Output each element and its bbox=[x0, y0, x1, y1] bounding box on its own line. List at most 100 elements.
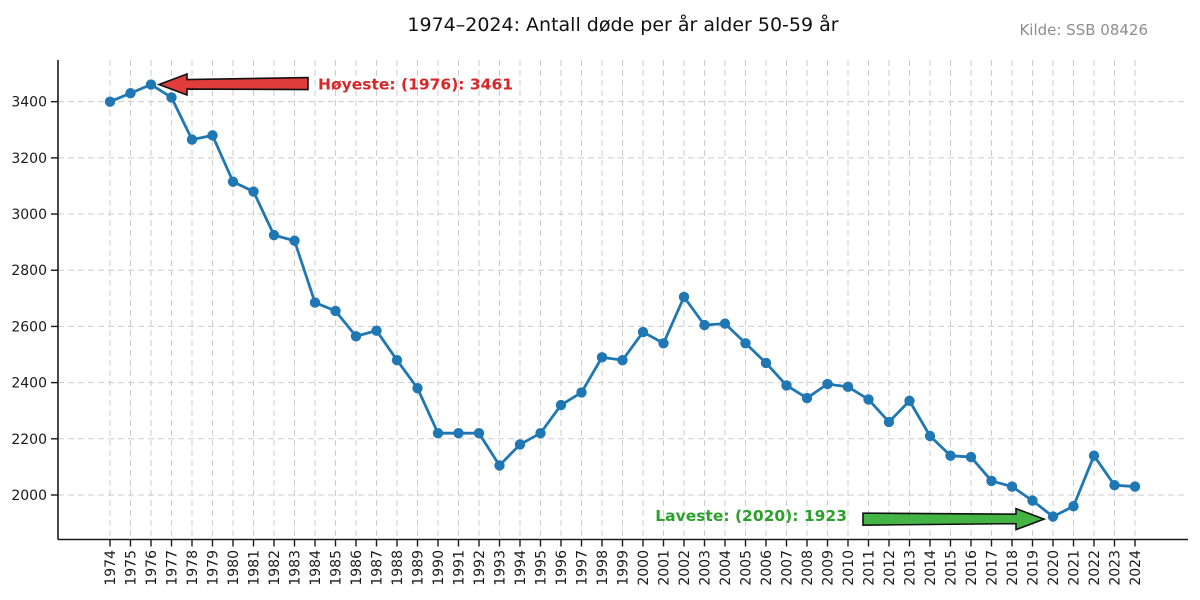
data-point bbox=[1006, 481, 1018, 492]
x-tick-label: 1996 bbox=[554, 550, 570, 586]
data-point bbox=[125, 88, 136, 99]
data-point bbox=[658, 338, 669, 349]
data-point bbox=[473, 427, 485, 439]
data-point bbox=[801, 392, 813, 404]
x-tick-label: 2004 bbox=[718, 550, 734, 586]
x-tick-label: 2024 bbox=[1128, 550, 1144, 586]
x-tick-label: 1974 bbox=[103, 550, 119, 586]
x-tick-label: 1999 bbox=[616, 550, 632, 586]
data-point bbox=[535, 427, 546, 439]
grid-layer bbox=[58, 60, 1188, 540]
data-point bbox=[965, 451, 977, 463]
x-tick-label: 2013 bbox=[903, 550, 919, 586]
x-tick-label: 1979 bbox=[206, 550, 222, 586]
data-point bbox=[760, 357, 772, 369]
data-point bbox=[166, 92, 177, 103]
x-tick-label: 2016 bbox=[964, 550, 980, 586]
y-tick-label: 2600 bbox=[11, 319, 47, 335]
x-tick-label: 1995 bbox=[534, 550, 550, 586]
x-tick-label: 2023 bbox=[1108, 550, 1124, 586]
x-tick-label: 2007 bbox=[780, 550, 796, 586]
max-annotation-label: Høyeste: (1976): 3461 bbox=[318, 76, 513, 94]
x-tick-label: 2015 bbox=[944, 550, 960, 586]
data-point bbox=[330, 305, 341, 317]
data-point bbox=[1068, 501, 1079, 512]
x-tick-label: 1982 bbox=[267, 550, 283, 586]
min-annotation-label: Laveste: (2020): 1923 bbox=[655, 507, 847, 525]
data-point bbox=[842, 381, 854, 393]
data-point bbox=[1047, 511, 1059, 522]
x-tick-label: 1998 bbox=[595, 550, 611, 586]
data-point bbox=[494, 460, 505, 471]
x-tick-label: 2008 bbox=[800, 550, 816, 586]
data-point bbox=[678, 291, 690, 303]
max-arrow bbox=[156, 72, 309, 97]
data-point bbox=[207, 130, 218, 141]
data-point bbox=[617, 354, 628, 366]
data-point bbox=[104, 96, 116, 107]
data-point bbox=[432, 427, 444, 439]
data-point bbox=[637, 326, 649, 338]
data-point bbox=[699, 319, 710, 331]
y-tick-label: 2400 bbox=[11, 376, 47, 392]
annotation-layer: Høyeste: (1976): 3461 Laveste: (2020): 1… bbox=[156, 72, 1047, 531]
data-point bbox=[309, 297, 321, 308]
x-tick-label: 1976 bbox=[144, 550, 160, 586]
data-point bbox=[1088, 450, 1100, 461]
x-tick-label: 2003 bbox=[698, 550, 714, 586]
y-tick-label: 2200 bbox=[11, 432, 47, 448]
x-tick-label: 2014 bbox=[923, 550, 939, 586]
y-tick-label: 2800 bbox=[11, 263, 47, 279]
data-point bbox=[883, 416, 895, 428]
series-layer bbox=[104, 79, 1141, 522]
axis-layer: 2000 2200 2400 2600 2800 3000 3200 3400 1974 1975… bbox=[11, 60, 1188, 586]
data-point bbox=[268, 229, 280, 241]
y-tick-label: 2000 bbox=[11, 488, 47, 504]
data-point bbox=[596, 352, 608, 363]
x-tick-label: 1994 bbox=[513, 550, 529, 586]
x-tick-label: 2012 bbox=[882, 550, 898, 586]
chart-title: 1974–2024: Antall døde per år alder 50-5… bbox=[407, 14, 839, 36]
data-point bbox=[904, 395, 915, 407]
x-tick-label: 2020 bbox=[1046, 550, 1062, 586]
x-tick-label: 1987 bbox=[370, 550, 386, 586]
x-tick-label: 1992 bbox=[472, 550, 488, 586]
data-point bbox=[576, 387, 587, 398]
data-point bbox=[945, 450, 956, 461]
data-point bbox=[719, 318, 731, 329]
data-point bbox=[822, 378, 833, 390]
data-point bbox=[145, 79, 157, 90]
x-tick-label: 1980 bbox=[226, 550, 242, 586]
data-point bbox=[350, 331, 362, 342]
x-tick-label: 1991 bbox=[452, 550, 468, 586]
x-tick-label: 1985 bbox=[329, 550, 345, 586]
x-tick-label: 2011 bbox=[862, 550, 878, 586]
data-point bbox=[781, 380, 792, 391]
x-tick-label: 1978 bbox=[185, 550, 201, 586]
x-tick-label: 1975 bbox=[124, 550, 140, 586]
y-tick-label: 3000 bbox=[11, 207, 47, 223]
data-point bbox=[1109, 479, 1120, 491]
data-point bbox=[391, 354, 403, 366]
min-arrow bbox=[862, 507, 1047, 531]
data-point bbox=[1129, 481, 1141, 492]
data-point bbox=[186, 134, 198, 145]
x-tick-label: 2018 bbox=[1005, 550, 1021, 586]
y-tick-label: 3200 bbox=[11, 151, 47, 167]
x-tick-label: 1993 bbox=[493, 550, 509, 586]
x-tick-label: 1988 bbox=[390, 550, 406, 586]
x-tick-label: 2019 bbox=[1026, 550, 1042, 586]
x-tick-label: 2000 bbox=[636, 550, 652, 586]
x-tick-label: 1986 bbox=[349, 550, 365, 586]
x-tick-label: 1981 bbox=[247, 550, 263, 586]
data-point bbox=[227, 176, 239, 187]
x-tick-label: 1984 bbox=[308, 550, 324, 586]
x-tick-label: 1983 bbox=[288, 550, 304, 586]
data-point bbox=[453, 427, 464, 439]
x-tick-label: 1989 bbox=[411, 550, 427, 586]
data-point bbox=[740, 338, 751, 349]
x-tick-label: 2017 bbox=[985, 550, 1001, 586]
x-tick-label: 2021 bbox=[1067, 550, 1083, 586]
